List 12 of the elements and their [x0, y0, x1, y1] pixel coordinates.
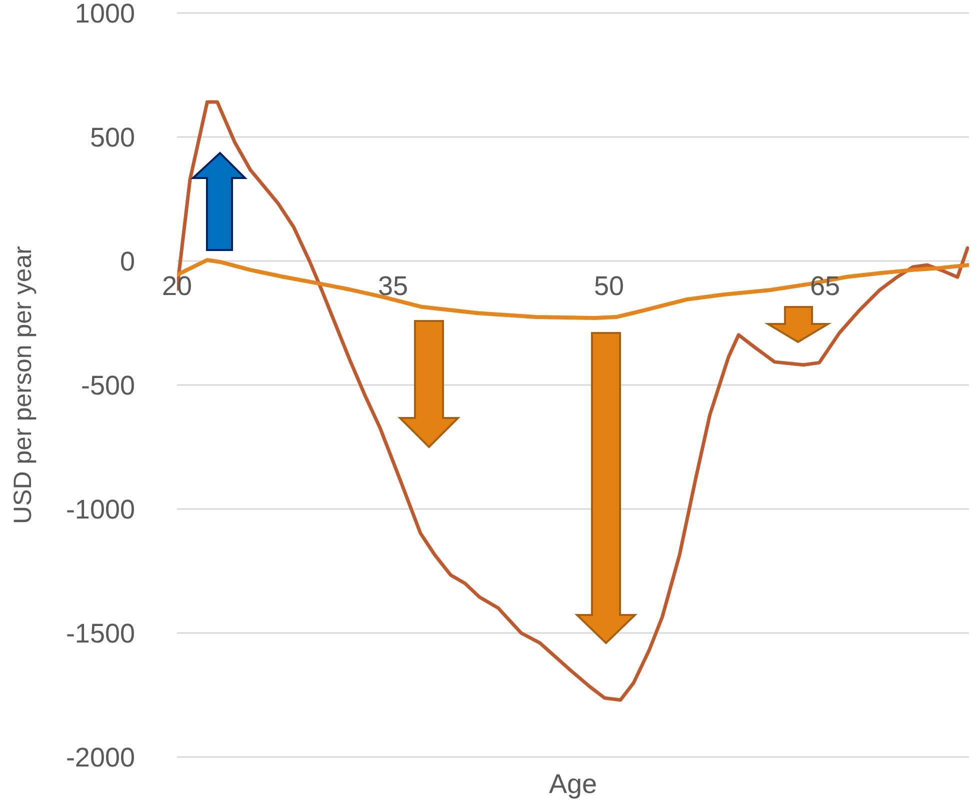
x-tick-label: 50: [594, 271, 624, 301]
x-tick-label: 35: [378, 271, 408, 301]
y-tick-label: -1000: [66, 494, 135, 525]
y-tick-label: -1500: [66, 618, 135, 649]
y-axis-title: USD per person per year: [8, 246, 37, 524]
y-tick-label: -500: [80, 370, 135, 401]
y-tick-label: 0: [120, 246, 135, 277]
y-tick-label: 1000: [74, 0, 135, 29]
x-axis-title: Age: [548, 769, 598, 799]
x-tick-label: 20: [162, 271, 192, 301]
y-tick-label: 500: [90, 122, 135, 153]
y-tick-label: -2000: [66, 742, 135, 773]
